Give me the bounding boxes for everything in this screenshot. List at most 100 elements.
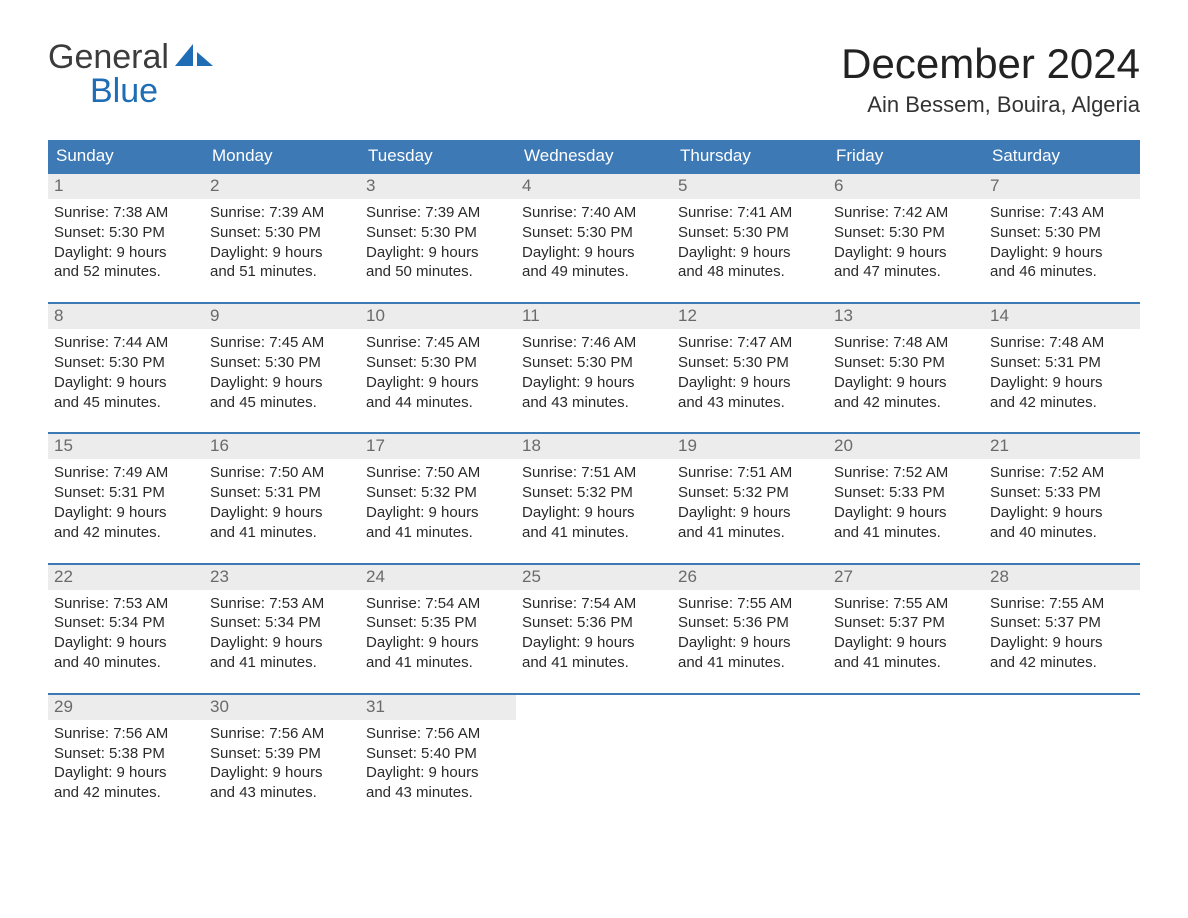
sunset-line: Sunset: 5:33 PM <box>834 483 978 503</box>
daylight-line-2: and 43 minutes. <box>366 783 510 803</box>
day-details: Sunrise: 7:52 AMSunset: 5:33 PMDaylight:… <box>828 459 984 542</box>
sunset-line: Sunset: 5:37 PM <box>990 613 1134 633</box>
day-details: Sunrise: 7:45 AMSunset: 5:30 PMDaylight:… <box>360 329 516 412</box>
daylight-line-2: and 40 minutes. <box>990 523 1134 543</box>
calendar-day: 26Sunrise: 7:55 AMSunset: 5:36 PMDayligh… <box>672 565 828 691</box>
calendar-week: 29Sunrise: 7:56 AMSunset: 5:38 PMDayligh… <box>48 693 1140 821</box>
day-details: Sunrise: 7:54 AMSunset: 5:35 PMDaylight:… <box>360 590 516 673</box>
day-details: Sunrise: 7:51 AMSunset: 5:32 PMDaylight:… <box>516 459 672 542</box>
logo-word2: Blue <box>90 74 217 108</box>
day-details: Sunrise: 7:39 AMSunset: 5:30 PMDaylight:… <box>204 199 360 282</box>
sunrise-line: Sunrise: 7:39 AM <box>366 203 510 223</box>
sunrise-line: Sunrise: 7:48 AM <box>990 333 1134 353</box>
daylight-line-1: Daylight: 9 hours <box>678 503 822 523</box>
sunrise-line: Sunrise: 7:54 AM <box>366 594 510 614</box>
sunrise-line: Sunrise: 7:42 AM <box>834 203 978 223</box>
daylight-line-1: Daylight: 9 hours <box>522 633 666 653</box>
daylight-line-1: Daylight: 9 hours <box>834 503 978 523</box>
sunset-line: Sunset: 5:30 PM <box>210 353 354 373</box>
day-details: Sunrise: 7:55 AMSunset: 5:37 PMDaylight:… <box>984 590 1140 673</box>
day-number: 20 <box>828 434 984 459</box>
sunrise-line: Sunrise: 7:44 AM <box>54 333 198 353</box>
sunrise-line: Sunrise: 7:56 AM <box>54 724 198 744</box>
day-number: 31 <box>360 695 516 720</box>
day-details: Sunrise: 7:55 AMSunset: 5:37 PMDaylight:… <box>828 590 984 673</box>
daylight-line-2: and 45 minutes. <box>54 393 198 413</box>
calendar-day: 25Sunrise: 7:54 AMSunset: 5:36 PMDayligh… <box>516 565 672 691</box>
sunset-line: Sunset: 5:34 PM <box>210 613 354 633</box>
sunset-line: Sunset: 5:30 PM <box>54 353 198 373</box>
sunrise-line: Sunrise: 7:38 AM <box>54 203 198 223</box>
day-details: Sunrise: 7:48 AMSunset: 5:31 PMDaylight:… <box>984 329 1140 412</box>
daylight-line-1: Daylight: 9 hours <box>678 243 822 263</box>
daylight-line-1: Daylight: 9 hours <box>366 503 510 523</box>
sunset-line: Sunset: 5:39 PM <box>210 744 354 764</box>
sunrise-line: Sunrise: 7:43 AM <box>990 203 1134 223</box>
day-number: 24 <box>360 565 516 590</box>
daylight-line-2: and 42 minutes. <box>990 393 1134 413</box>
calendar-day: 11Sunrise: 7:46 AMSunset: 5:30 PMDayligh… <box>516 304 672 430</box>
day-number: 21 <box>984 434 1140 459</box>
sunrise-line: Sunrise: 7:50 AM <box>210 463 354 483</box>
day-details: Sunrise: 7:38 AMSunset: 5:30 PMDaylight:… <box>48 199 204 282</box>
calendar-week: 15Sunrise: 7:49 AMSunset: 5:31 PMDayligh… <box>48 432 1140 560</box>
day-number: 11 <box>516 304 672 329</box>
day-number <box>828 695 984 700</box>
sunrise-line: Sunrise: 7:51 AM <box>522 463 666 483</box>
sunrise-line: Sunrise: 7:49 AM <box>54 463 198 483</box>
day-details: Sunrise: 7:50 AMSunset: 5:31 PMDaylight:… <box>204 459 360 542</box>
daylight-line-1: Daylight: 9 hours <box>54 373 198 393</box>
sunset-line: Sunset: 5:32 PM <box>678 483 822 503</box>
daylight-line-2: and 40 minutes. <box>54 653 198 673</box>
sunset-line: Sunset: 5:34 PM <box>54 613 198 633</box>
daylight-line-1: Daylight: 9 hours <box>54 763 198 783</box>
daylight-line-2: and 41 minutes. <box>678 653 822 673</box>
day-number: 6 <box>828 174 984 199</box>
sunrise-line: Sunrise: 7:52 AM <box>990 463 1134 483</box>
page-title: December 2024 <box>841 40 1140 88</box>
day-number: 14 <box>984 304 1140 329</box>
daylight-line-2: and 41 minutes. <box>210 523 354 543</box>
daylight-line-1: Daylight: 9 hours <box>678 373 822 393</box>
sunrise-line: Sunrise: 7:51 AM <box>678 463 822 483</box>
calendar-day: 13Sunrise: 7:48 AMSunset: 5:30 PMDayligh… <box>828 304 984 430</box>
sunrise-line: Sunrise: 7:45 AM <box>210 333 354 353</box>
daylight-line-1: Daylight: 9 hours <box>834 243 978 263</box>
daylight-line-1: Daylight: 9 hours <box>522 373 666 393</box>
daylight-line-2: and 42 minutes. <box>834 393 978 413</box>
day-number: 10 <box>360 304 516 329</box>
daylight-line-2: and 46 minutes. <box>990 262 1134 282</box>
day-number: 2 <box>204 174 360 199</box>
sunrise-line: Sunrise: 7:45 AM <box>366 333 510 353</box>
weekday-fri: Friday <box>828 140 984 172</box>
daylight-line-1: Daylight: 9 hours <box>210 763 354 783</box>
calendar-day: 28Sunrise: 7:55 AMSunset: 5:37 PMDayligh… <box>984 565 1140 691</box>
calendar-day: 15Sunrise: 7:49 AMSunset: 5:31 PMDayligh… <box>48 434 204 560</box>
calendar-day: 1Sunrise: 7:38 AMSunset: 5:30 PMDaylight… <box>48 174 204 300</box>
calendar-day: 29Sunrise: 7:56 AMSunset: 5:38 PMDayligh… <box>48 695 204 821</box>
day-number: 17 <box>360 434 516 459</box>
location: Ain Bessem, Bouira, Algeria <box>841 92 1140 118</box>
calendar-page: General Blue December 2024 Ain Bessem, B… <box>0 0 1188 861</box>
sunrise-line: Sunrise: 7:55 AM <box>834 594 978 614</box>
calendar-day: 23Sunrise: 7:53 AMSunset: 5:34 PMDayligh… <box>204 565 360 691</box>
day-number <box>672 695 828 700</box>
sunrise-line: Sunrise: 7:55 AM <box>678 594 822 614</box>
sunset-line: Sunset: 5:31 PM <box>210 483 354 503</box>
day-number: 9 <box>204 304 360 329</box>
sunset-line: Sunset: 5:30 PM <box>366 223 510 243</box>
daylight-line-2: and 43 minutes. <box>522 393 666 413</box>
calendar-day: 18Sunrise: 7:51 AMSunset: 5:32 PMDayligh… <box>516 434 672 560</box>
sunset-line: Sunset: 5:30 PM <box>678 223 822 243</box>
calendar-day: 14Sunrise: 7:48 AMSunset: 5:31 PMDayligh… <box>984 304 1140 430</box>
daylight-line-2: and 43 minutes. <box>678 393 822 413</box>
sunset-line: Sunset: 5:35 PM <box>366 613 510 633</box>
sunrise-line: Sunrise: 7:40 AM <box>522 203 666 223</box>
sunset-line: Sunset: 5:30 PM <box>678 353 822 373</box>
weekday-sun: Sunday <box>48 140 204 172</box>
day-details: Sunrise: 7:45 AMSunset: 5:30 PMDaylight:… <box>204 329 360 412</box>
day-details: Sunrise: 7:47 AMSunset: 5:30 PMDaylight:… <box>672 329 828 412</box>
weekday-wed: Wednesday <box>516 140 672 172</box>
daylight-line-1: Daylight: 9 hours <box>210 633 354 653</box>
day-number: 1 <box>48 174 204 199</box>
